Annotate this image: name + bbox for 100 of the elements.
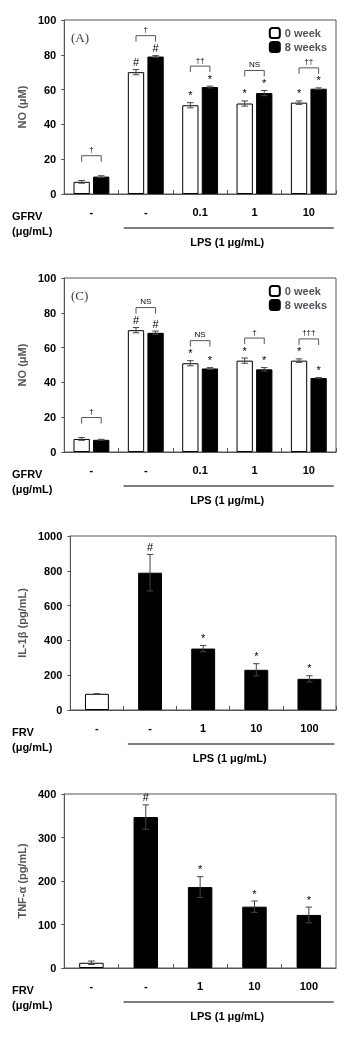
bar: [201, 368, 219, 452]
y-axis-title: NO (μM): [15, 343, 28, 387]
bar: [310, 88, 327, 194]
bar: [182, 105, 199, 194]
bar: [127, 72, 145, 194]
data-label: *: [252, 887, 258, 900]
data-label: #: [132, 314, 140, 327]
x-tick-label: -: [89, 463, 94, 476]
data-label: *: [242, 344, 248, 357]
data-label: *: [306, 893, 312, 906]
y-axis-title: NO (μM): [15, 85, 28, 129]
y-axis-title: IL-1β (pg/mL): [15, 587, 28, 658]
data-label: *: [188, 347, 194, 360]
x-tick-label: 1: [200, 721, 207, 734]
x-tick-label: 1: [251, 205, 258, 218]
bar: [73, 438, 90, 452]
text: FRV (μg/mL): [12, 983, 53, 1011]
x-axis-title: LPS (1 μg/mL): [190, 1009, 265, 1022]
y-tick-label: 100: [37, 272, 57, 284]
bar: [147, 332, 164, 452]
x-tick-label: 1: [251, 463, 258, 476]
bar: [138, 572, 163, 710]
data-label: *: [197, 863, 203, 876]
bar: [297, 678, 322, 710]
bar: [236, 360, 253, 452]
data-label: *: [316, 364, 322, 377]
bar: [242, 906, 267, 968]
x-axis-title: LPS (1 μg/mL): [190, 493, 265, 506]
bar: [201, 86, 219, 194]
data-label: #: [147, 540, 154, 553]
y-tick-label: 60: [44, 341, 57, 354]
legend-label: 0 week: [284, 27, 322, 39]
legend-label: 0 week: [284, 285, 322, 297]
x-tick-label: -: [89, 205, 94, 218]
x-axis-title: LPS (1 μg/mL): [192, 751, 268, 764]
bar: [133, 817, 159, 968]
data-label: *: [316, 74, 322, 87]
bar: [93, 439, 110, 452]
data-label: *: [242, 87, 248, 100]
data-label: *: [307, 662, 313, 675]
x-tick-label: -: [89, 979, 94, 992]
data-label: *: [262, 76, 268, 89]
bar: [290, 102, 308, 194]
bar: [191, 648, 216, 710]
y-tick-label: 200: [44, 669, 63, 682]
y-axis-title: TNF-α (pg/mL): [15, 843, 28, 919]
data-label: *: [201, 631, 207, 644]
x-tick-label: 0.1: [192, 463, 208, 476]
x-tick-label: 100: [300, 721, 319, 734]
y-tick-label: 0: [50, 446, 57, 458]
bar: [93, 176, 110, 194]
data-label: #: [152, 317, 160, 330]
annotation: NS: [194, 330, 206, 340]
data-label: *: [262, 354, 268, 367]
y-tick-label: 40: [44, 118, 57, 131]
x-axis-title: LPS (1 μg/mL): [190, 235, 265, 248]
data-label: #: [132, 56, 140, 69]
bar: [256, 369, 273, 452]
text: FRV (μg/mL): [12, 725, 53, 753]
data-label: *: [188, 89, 194, 102]
text: GFRV (μg/mL): [12, 209, 53, 237]
bar: [290, 360, 308, 452]
y-tick-label: 0: [50, 188, 57, 200]
bar: [147, 56, 164, 194]
bar: [310, 378, 327, 452]
x-tick-label: -: [143, 205, 148, 218]
y-tick-label: 60: [44, 83, 57, 96]
legend-label: 8 weeks: [284, 299, 327, 311]
bar: [256, 93, 273, 194]
data-label: *: [207, 72, 213, 85]
y-tick-label: 20: [44, 153, 57, 166]
y-tick-label: 80: [44, 306, 57, 319]
annotation: ††: [195, 55, 205, 65]
y-tick-label: 0: [50, 962, 57, 974]
y-tick-label: 20: [44, 411, 57, 424]
annotation: NS: [140, 297, 152, 307]
x-tick-label: 10: [250, 721, 263, 734]
bar: [187, 887, 213, 968]
bar: [79, 962, 104, 968]
data-label: *: [254, 650, 260, 663]
legend-label: 8 weeks: [284, 41, 327, 53]
annotation: ††: [304, 57, 314, 67]
y-tick-label: 300: [37, 831, 57, 844]
data-label: #: [142, 791, 150, 804]
y-tick-label: 80: [44, 48, 57, 61]
y-tick-label: 100: [37, 918, 57, 931]
data-label: *: [296, 345, 302, 358]
x-tick-label: -: [95, 721, 100, 734]
annotation: †: [143, 25, 148, 35]
bar: [244, 669, 269, 710]
bar: [73, 181, 90, 194]
x-tick-label: 10: [248, 979, 261, 992]
y-tick-label: 800: [44, 564, 63, 577]
text: GFRV (μg/mL): [12, 467, 53, 495]
data-label: #: [152, 42, 160, 55]
x-tick-label: 100: [299, 979, 318, 992]
y-tick-label: 40: [44, 376, 57, 389]
data-label: *: [296, 87, 302, 100]
bar: [127, 330, 145, 452]
x-tick-label: -: [148, 721, 153, 734]
